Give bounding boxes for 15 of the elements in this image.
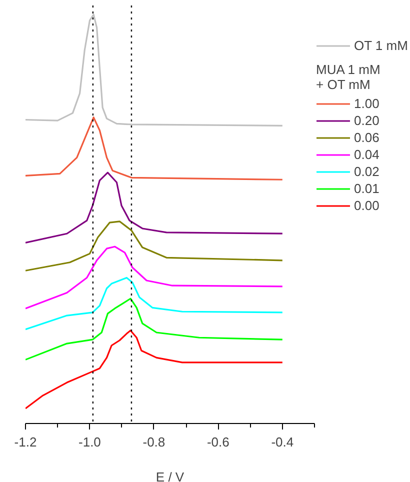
legend-label: 1.00: [354, 96, 380, 111]
x-axis-title: E / V: [156, 470, 184, 482]
x-tick-label: -0.4: [271, 434, 294, 450]
legend-title: MUA 1 mM + OT mM: [316, 62, 380, 92]
x-tick-label: -1.0: [78, 434, 101, 450]
legend-label: OT 1 mM: [354, 38, 408, 53]
x-tick-label: -0.6: [206, 434, 230, 450]
legend-label: 0.06: [354, 130, 380, 145]
x-tick-label: -0.8: [142, 434, 166, 450]
legend-label: 0.04: [354, 147, 380, 162]
legend-label: 0.00: [354, 198, 380, 213]
legend-label: 0.20: [354, 113, 380, 128]
legend-label: 0.01: [354, 181, 380, 196]
x-tick-label: -1.2: [14, 434, 37, 450]
legend-label: 0.02: [354, 164, 380, 179]
